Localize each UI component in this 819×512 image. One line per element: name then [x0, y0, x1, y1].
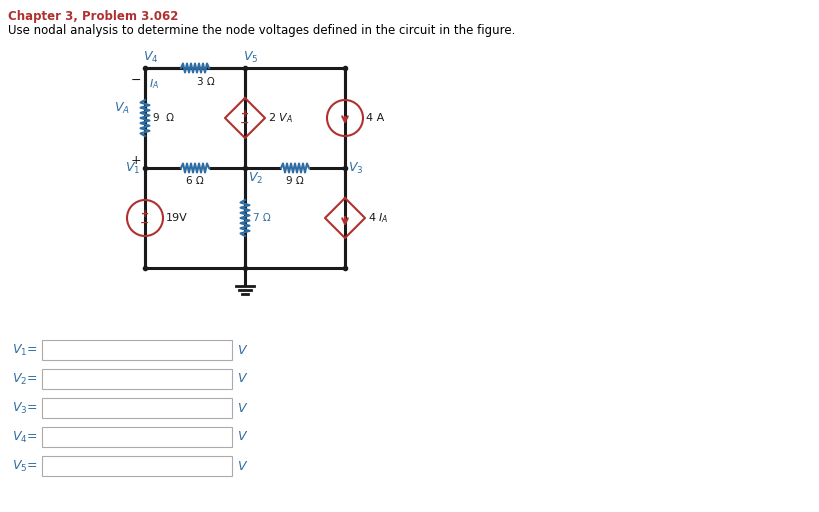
FancyBboxPatch shape	[42, 456, 232, 476]
Text: $V_5$: $V_5$	[243, 50, 258, 65]
Text: 4 A: 4 A	[366, 113, 384, 123]
Text: +: +	[241, 109, 249, 119]
Text: $V_2$=: $V_2$=	[12, 371, 38, 387]
Text: V: V	[237, 373, 246, 386]
Text: $V_1$=: $V_1$=	[12, 343, 38, 357]
Text: $V_5$=: $V_5$=	[12, 458, 38, 474]
Text: $V_4$: $V_4$	[143, 50, 159, 65]
Text: 3 Ω: 3 Ω	[197, 77, 215, 87]
Text: V: V	[237, 344, 246, 356]
Text: $I_A$: $I_A$	[149, 77, 159, 91]
Text: −: −	[130, 74, 141, 87]
Text: −: −	[240, 118, 250, 128]
Text: $V_1$: $V_1$	[124, 160, 140, 176]
FancyBboxPatch shape	[42, 398, 232, 418]
Text: Use nodal analysis to determine the node voltages defined in the circuit in the : Use nodal analysis to determine the node…	[8, 24, 515, 37]
Text: $4\ I_A$: $4\ I_A$	[368, 211, 389, 225]
Text: 6 Ω: 6 Ω	[186, 176, 204, 186]
Text: $V_3$: $V_3$	[348, 160, 364, 176]
Text: Chapter 3, Problem 3.062: Chapter 3, Problem 3.062	[8, 10, 179, 23]
FancyBboxPatch shape	[42, 340, 232, 360]
FancyBboxPatch shape	[42, 369, 232, 389]
Text: V: V	[237, 401, 246, 415]
Text: +: +	[141, 209, 149, 219]
FancyBboxPatch shape	[42, 427, 232, 447]
Text: 9 Ω: 9 Ω	[286, 176, 304, 186]
Text: $V_4$=: $V_4$=	[12, 430, 38, 444]
Text: V: V	[237, 459, 246, 473]
Text: V: V	[237, 431, 246, 443]
Text: −: −	[140, 218, 150, 228]
Text: $2\ V_A$: $2\ V_A$	[268, 111, 293, 125]
Text: $V_2$: $V_2$	[248, 171, 263, 186]
Text: 19V: 19V	[166, 213, 188, 223]
Text: $V_3$=: $V_3$=	[12, 400, 38, 416]
Text: +: +	[130, 154, 141, 166]
Text: 9  Ω: 9 Ω	[153, 113, 174, 123]
Text: $V_A$: $V_A$	[114, 100, 130, 116]
Text: 7 Ω: 7 Ω	[253, 213, 271, 223]
